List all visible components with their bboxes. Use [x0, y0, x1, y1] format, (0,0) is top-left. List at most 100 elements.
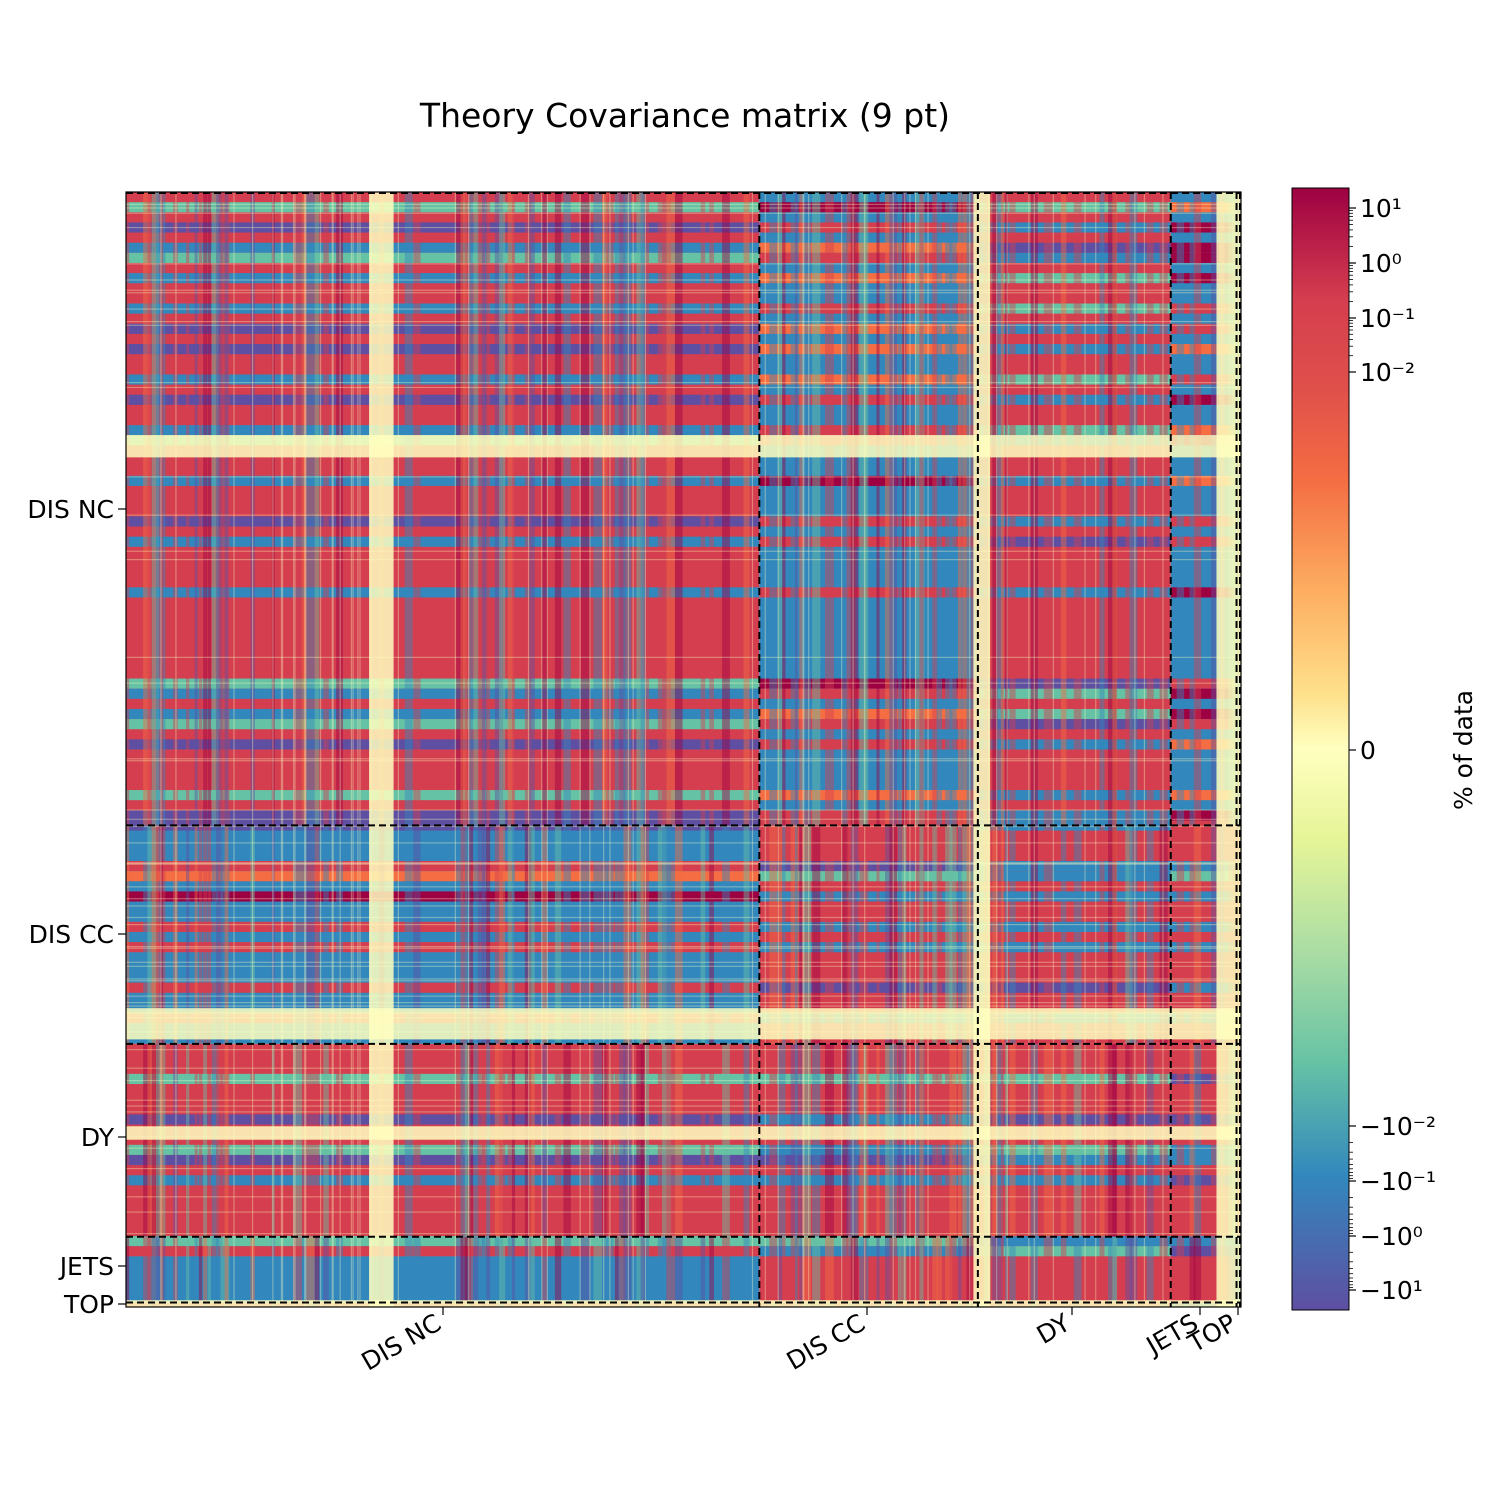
heatmap-column-stripe	[962, 192, 970, 826]
heatmap-column-stripe	[216, 1236, 223, 1303]
heatmap-fine-line	[126, 386, 1241, 389]
heatmap-row-band	[1170, 242, 1237, 253]
heatmap-column-stripe	[1189, 1043, 1196, 1237]
heatmap-column-stripe	[799, 825, 803, 1044]
colorbar-label: % of data	[1449, 690, 1478, 810]
heatmap-column-stripe	[147, 192, 157, 826]
heatmap-fine-line	[969, 192, 971, 1307]
heatmap-column-stripe	[1073, 1236, 1082, 1303]
heatmap-row-band	[1170, 820, 1237, 831]
heatmap-column-stripe	[173, 192, 178, 826]
heatmap-column-stripe	[156, 1043, 166, 1237]
heatmap-fine-line	[803, 192, 805, 1307]
heatmap-fine-line	[370, 192, 372, 1307]
heatmap-column-stripe	[614, 1236, 619, 1303]
heatmap-fine-line	[126, 1049, 1241, 1051]
heatmap-column-stripe	[314, 1236, 320, 1303]
heatmap-column-stripe	[499, 1043, 506, 1237]
heatmap-row-band	[759, 861, 978, 872]
heatmap-row-band	[1170, 344, 1237, 355]
chart-title: Theory Covariance matrix (9 pt)	[419, 96, 951, 135]
heatmap-column-stripe	[987, 192, 998, 826]
heatmap-fine-line	[126, 1126, 1241, 1128]
heatmap-column-stripe	[850, 825, 859, 1044]
heatmap-column-stripe	[722, 1236, 730, 1303]
heatmap-column-stripe	[842, 192, 849, 826]
heatmap-fine-line	[1162, 192, 1164, 1307]
heatmap-column-stripe	[790, 1043, 799, 1237]
heatmap-row-band	[126, 475, 760, 486]
heatmap-column-stripe	[803, 825, 812, 1044]
heatmap-column-stripe	[1210, 1043, 1217, 1237]
heatmap-fine-line	[527, 192, 530, 1307]
heatmap-row-band	[1170, 678, 1237, 689]
heatmap-column-stripe	[511, 1236, 516, 1303]
heatmap-column-stripe	[614, 192, 619, 826]
heatmap-column-stripe	[1005, 1236, 1008, 1303]
heatmap-row-band	[977, 394, 1171, 405]
heatmap-column-stripe	[198, 1236, 203, 1303]
heatmap-column-stripe	[619, 1043, 626, 1237]
heatmap-fine-line	[126, 1300, 1241, 1302]
heatmap-row-band	[126, 1175, 760, 1186]
heatmap-row-band	[977, 202, 1171, 213]
heatmap-column-stripe	[554, 1043, 562, 1237]
heatmap-column-stripe	[795, 1043, 798, 1237]
heatmap-column-stripe	[1146, 1236, 1154, 1303]
heatmap-row-band	[759, 587, 978, 598]
heatmap-column-stripe	[919, 1236, 924, 1303]
heatmap-column-stripe	[996, 1236, 1004, 1303]
heatmap-column-stripe	[1108, 1236, 1117, 1303]
heatmap-row-band	[126, 222, 760, 233]
heatmap-row-band	[977, 719, 1171, 730]
heatmap-column-stripe	[511, 1043, 516, 1237]
heatmap-column-stripe	[743, 1043, 750, 1237]
heatmap-column-stripe	[623, 1043, 632, 1237]
heatmap-column-stripe	[413, 1043, 421, 1237]
heatmap-column-stripe	[790, 192, 799, 826]
heatmap-column-stripe	[700, 825, 706, 1044]
heatmap-fine-line	[233, 192, 235, 1307]
heatmap-column-stripe	[915, 1043, 925, 1237]
heatmap-row-band	[759, 1246, 978, 1257]
heatmap-column-stripe	[1043, 192, 1053, 826]
heatmap-column-stripe	[211, 825, 219, 1044]
heatmap-row-band	[126, 1114, 760, 1125]
heatmap-column-stripe	[825, 1043, 834, 1237]
heatmap-row-band	[126, 252, 760, 263]
heatmap-column-stripe	[1159, 1236, 1168, 1303]
heatmap-column-stripe	[456, 1043, 464, 1237]
heatmap-column-stripe	[563, 1236, 571, 1303]
heatmap-column-stripe	[413, 1236, 421, 1303]
heatmap-row-band	[759, 921, 978, 932]
heatmap-fine-line	[546, 192, 548, 1307]
heatmap-column-stripe	[1176, 1236, 1185, 1303]
heatmap-column-stripe	[156, 192, 166, 826]
heatmap-column-stripe	[211, 1043, 219, 1237]
heatmap-row-band	[1170, 1114, 1237, 1125]
heatmap-column-stripe	[1159, 1043, 1168, 1237]
x-tick-label-dy: DY	[1032, 1308, 1076, 1350]
heatmap-column-stripe	[859, 192, 869, 826]
heatmap-column-stripe	[945, 825, 953, 1044]
heatmap-row-band	[759, 202, 978, 213]
colorbar-tick-label: 0	[1360, 736, 1376, 765]
heatmap-column-stripe	[709, 192, 714, 826]
heatmap-fine-line	[126, 905, 1241, 907]
heatmap-column-stripe	[186, 825, 190, 1044]
heatmap-column-stripe	[507, 1043, 514, 1237]
heatmap-column-stripe	[207, 825, 212, 1044]
heatmap-column-stripe	[1060, 192, 1067, 826]
heatmap-row-band	[126, 303, 760, 314]
heatmap-column-stripe	[657, 1043, 667, 1237]
heatmap-fine-line	[357, 192, 359, 1307]
heatmap-column-stripe	[606, 1236, 614, 1303]
heatmap-column-stripe	[945, 1043, 953, 1237]
heatmap-row-band	[759, 871, 978, 882]
heatmap-column-stripe	[623, 192, 632, 826]
heatmap-column-stripe	[902, 192, 907, 826]
heatmap-column-stripe	[842, 825, 849, 1044]
heatmap-column-stripe	[623, 1236, 632, 1303]
heatmap-row-band	[759, 708, 978, 720]
heatmap-row-band	[1170, 303, 1237, 314]
